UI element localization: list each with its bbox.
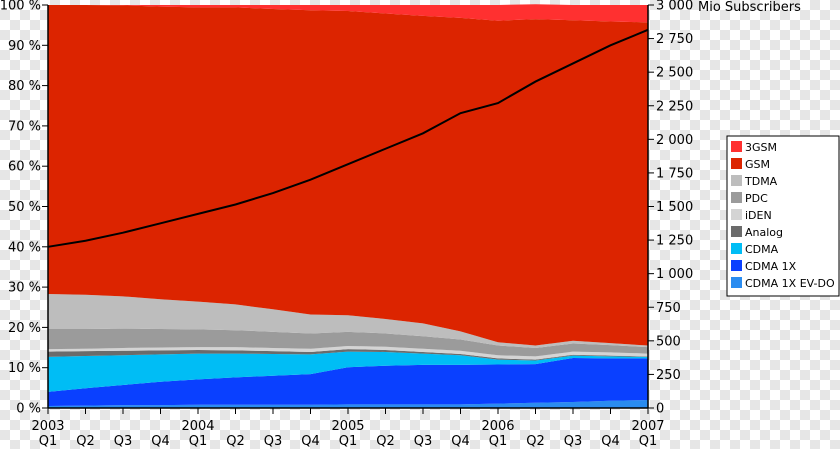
legend-swatch-cdma — [731, 243, 742, 254]
legend-label-3gsm: 3GSM — [745, 141, 777, 154]
axes: 0 % 10 % 20 % 30 % 40 % 50 % 60 % 70 % 80 % 90 % 1… — [0, 0, 801, 449]
area-cdma-1x-ev-do — [48, 399, 648, 408]
quarter-label: Q3 — [264, 434, 283, 449]
legend-label-cdma: CDMA — [745, 243, 779, 256]
quarter-label: Q4 — [451, 434, 470, 449]
right-tick-label: 3 000 — [656, 0, 693, 14]
legend-swatch-cdma-1x-ev-do — [731, 277, 742, 288]
area-iden — [48, 345, 648, 360]
legend-label-cdma-1x-ev-do: CDMA 1X EV-DO — [745, 277, 835, 290]
quarter-label: Q1 — [39, 434, 58, 449]
quarter-label: Q1 — [189, 434, 208, 449]
legend-swatch-3gsm — [731, 141, 742, 152]
legend-label-pdc: PDC — [745, 192, 768, 205]
legend-swatch-gsm — [731, 158, 742, 169]
area-3gsm — [48, 4, 648, 23]
right-tick-label: 1 750 — [656, 166, 693, 181]
right-tick-label: 750 — [656, 301, 681, 316]
year-label: 2005 — [331, 419, 364, 434]
legend-label-tdma: TDMA — [744, 175, 778, 188]
legend-label-analog: Analog — [745, 226, 783, 239]
quarter-label: Q4 — [151, 434, 170, 449]
left-tick-label: 10 % — [8, 361, 41, 376]
left-tick-label: 20 % — [8, 321, 41, 336]
area-analog — [48, 349, 648, 361]
left-tick-label: 100 % — [0, 0, 41, 14]
stacked-areas — [48, 4, 648, 408]
legend-swatch-cdma-1x — [731, 260, 742, 271]
legend-swatch-pdc — [731, 192, 742, 203]
legend-swatch-analog — [731, 226, 742, 237]
right-tick-label: 250 — [656, 368, 681, 383]
quarter-label: Q4 — [301, 434, 320, 449]
area-pdc — [48, 328, 648, 357]
quarter-label: Q4 — [601, 434, 620, 449]
left-tick-label: 60 % — [8, 160, 41, 175]
quarter-label: Q2 — [76, 434, 95, 449]
area-gsm — [48, 5, 648, 346]
right-tick-label: 1 250 — [656, 234, 693, 249]
legend-box — [726, 135, 840, 297]
left-tick-label: 80 % — [8, 79, 41, 94]
area-cdma — [48, 351, 648, 392]
left-tick-label: 40 % — [8, 240, 41, 255]
right-tick-label: 2 250 — [656, 99, 693, 114]
right-tick-label: 2 000 — [656, 133, 693, 148]
left-tick-label: 30 % — [8, 281, 41, 296]
year-label: 2006 — [481, 419, 514, 434]
legend-label-cdma-1x: CDMA 1X — [745, 260, 797, 273]
left-tick-label: 70 % — [8, 119, 41, 134]
right-tick-label: 1 500 — [656, 200, 693, 215]
total-subscribers-line — [47, 28, 649, 248]
quarter-label: Q3 — [414, 434, 433, 449]
quarter-label: Q2 — [376, 434, 395, 449]
right-axis-title: Mio Subscribers — [698, 0, 801, 15]
area-cdma-1x — [48, 358, 648, 406]
area-tdma — [48, 293, 648, 348]
quarter-label: Q2 — [226, 434, 245, 449]
right-tick-label: 1 000 — [656, 267, 693, 282]
quarter-label: Q3 — [564, 434, 583, 449]
quarter-label: Q1 — [639, 434, 658, 449]
legend-swatch-tdma — [731, 175, 742, 186]
right-tick-label: 2 500 — [656, 66, 693, 81]
year-label: 2004 — [181, 419, 214, 434]
total-subscribers-line-group — [47, 28, 649, 248]
year-label: 2003 — [31, 419, 64, 434]
quarter-label: Q1 — [339, 434, 358, 449]
legend-label-gsm: GSM — [745, 158, 770, 171]
legend-swatch-iden — [731, 209, 742, 220]
right-tick-label: 2 750 — [656, 32, 693, 47]
quarter-label: Q1 — [489, 434, 508, 449]
right-tick-label: 500 — [656, 334, 681, 349]
left-tick-label: 90 % — [8, 39, 41, 54]
quarter-label: Q2 — [526, 434, 545, 449]
left-tick-label: 0 % — [16, 402, 41, 417]
quarter-label: Q3 — [114, 434, 133, 449]
year-label: 2007 — [631, 419, 664, 434]
legend: 3GSM GSM TDMA PDC iDEN Analog CDMA CDMA 1X CDMA … — [726, 135, 840, 297]
right-tick-label: 0 — [656, 402, 664, 417]
left-tick-label: 50 % — [8, 200, 41, 215]
legend-label-iden: iDEN — [745, 209, 772, 222]
